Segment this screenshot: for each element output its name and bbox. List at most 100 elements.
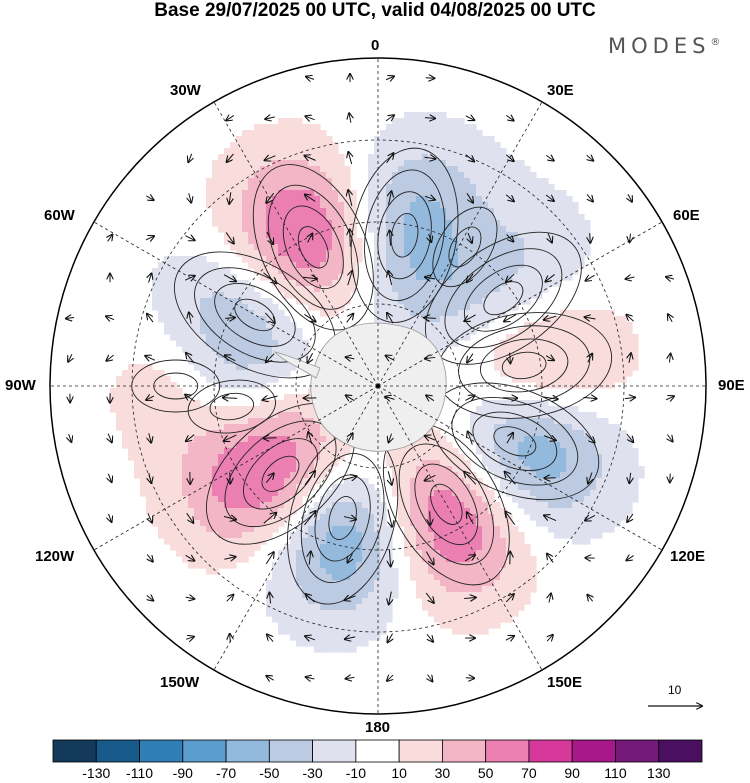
field-cell — [230, 226, 237, 233]
field-cell — [440, 436, 447, 443]
field-cell — [248, 508, 255, 515]
field-cell — [380, 568, 387, 575]
field-cell — [308, 166, 315, 173]
wind-arrow — [346, 314, 354, 323]
field-cell — [206, 424, 213, 431]
field-cell — [296, 604, 303, 611]
field-cell — [254, 292, 261, 299]
field-cell — [326, 568, 333, 575]
lon-label-30e: 30E — [547, 82, 574, 99]
field-cell — [374, 202, 381, 209]
field-cell — [620, 316, 627, 323]
field-cell — [506, 562, 513, 569]
field-cell — [326, 562, 333, 569]
field-cell — [248, 154, 255, 161]
field-cell — [458, 268, 465, 275]
field-cell — [284, 166, 291, 173]
field-cell — [278, 154, 285, 161]
field-cell — [224, 232, 231, 239]
field-cell — [314, 598, 321, 605]
field-cell — [476, 166, 483, 173]
field-cell — [452, 256, 459, 263]
wind-arrow — [627, 513, 633, 522]
field-cell — [290, 286, 297, 293]
field-cell — [242, 136, 249, 143]
field-cell — [242, 232, 249, 239]
field-cell — [428, 586, 435, 593]
field-cell — [494, 274, 501, 281]
field-cell — [476, 580, 483, 587]
field-cell — [452, 310, 459, 317]
field-cell — [254, 412, 261, 419]
field-cell — [278, 208, 285, 215]
field-cell — [338, 490, 345, 497]
field-cell — [530, 358, 537, 365]
field-cell — [320, 310, 327, 317]
field-cell — [278, 412, 285, 419]
field-cell — [410, 286, 417, 293]
field-cell — [536, 460, 543, 467]
field-cell — [542, 250, 549, 257]
field-cell — [446, 310, 453, 317]
field-cell — [614, 442, 621, 449]
field-cell — [374, 598, 381, 605]
field-cell — [500, 586, 507, 593]
field-cell — [464, 610, 471, 617]
field-cell — [374, 532, 381, 539]
field-cell — [404, 484, 411, 491]
field-cell — [248, 178, 255, 185]
field-cell — [194, 436, 201, 443]
wind-arrow — [230, 634, 231, 643]
field-cell — [398, 244, 405, 251]
field-cell — [170, 514, 177, 521]
field-cell — [524, 442, 531, 449]
field-cell — [434, 214, 441, 221]
field-cell — [596, 358, 603, 365]
wind-arrow — [266, 676, 274, 680]
wind-arrow — [588, 354, 592, 363]
field-cell — [236, 502, 243, 509]
field-cell — [290, 496, 297, 503]
field-cell — [272, 484, 279, 491]
field-cell — [224, 298, 231, 305]
field-cell — [248, 160, 255, 167]
field-cell — [434, 292, 441, 299]
field-cell — [596, 502, 603, 509]
field-cell — [146, 388, 153, 395]
field-cell — [218, 502, 225, 509]
field-cell — [512, 526, 519, 533]
field-cell — [500, 340, 507, 347]
field-cell — [254, 262, 261, 269]
field-cell — [410, 322, 417, 329]
field-cell — [596, 376, 603, 383]
field-cell — [314, 646, 321, 653]
field-cell — [230, 430, 237, 437]
field-cell — [314, 172, 321, 179]
field-cell — [284, 160, 291, 167]
field-cell — [476, 304, 483, 311]
field-cell — [488, 184, 495, 191]
field-cell — [404, 322, 411, 329]
field-cell — [518, 226, 525, 233]
field-cell — [428, 256, 435, 263]
field-cell — [410, 478, 417, 485]
field-cell — [554, 226, 561, 233]
field-cell — [248, 412, 255, 419]
field-cell — [410, 208, 417, 215]
field-cell — [290, 136, 297, 143]
field-cell — [578, 328, 585, 335]
field-cell — [500, 412, 507, 419]
field-cell — [584, 358, 591, 365]
field-cell — [332, 610, 339, 617]
field-cell — [344, 484, 351, 491]
field-cell — [392, 226, 399, 233]
field-cell — [476, 424, 483, 431]
field-cell — [452, 586, 459, 593]
field-cell — [590, 376, 597, 383]
field-cell — [572, 322, 579, 329]
field-cell — [224, 424, 231, 431]
field-cell — [524, 412, 531, 419]
field-cell — [464, 604, 471, 611]
field-cell — [152, 436, 159, 443]
field-cell — [542, 454, 549, 461]
